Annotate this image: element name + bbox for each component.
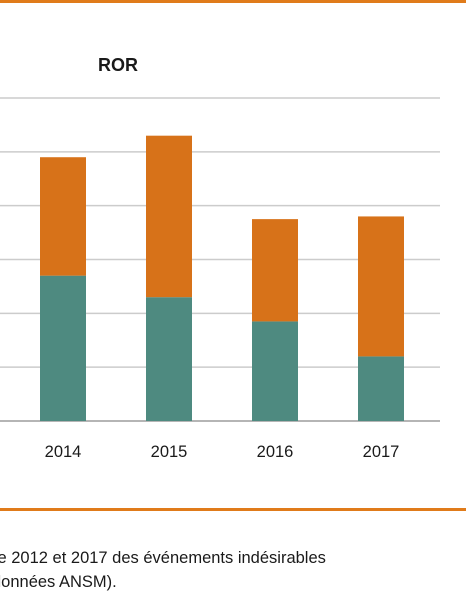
x-axis-ticks: 2014 2015 2016 2017 bbox=[45, 443, 400, 461]
bar-2017-series-2 bbox=[358, 216, 404, 357]
x-tick-label: 2015 bbox=[151, 443, 188, 461]
x-tick-label: 2016 bbox=[257, 443, 294, 461]
bar-2014-series-1 bbox=[40, 275, 86, 421]
bar-2016-series-1 bbox=[252, 321, 298, 421]
bar-2015-series-2 bbox=[146, 135, 192, 298]
bar-2014-series-2 bbox=[40, 157, 86, 276]
bar-2015-series-1 bbox=[146, 297, 192, 421]
top-rule bbox=[0, 0, 466, 3]
caption-line-2: données ANSM). bbox=[0, 573, 117, 591]
bars bbox=[40, 135, 404, 421]
bar-2016-series-2 bbox=[252, 219, 298, 322]
chart-title: ROR bbox=[98, 55, 138, 75]
bar-2017-series-1 bbox=[358, 356, 404, 421]
x-tick-label: 2017 bbox=[363, 443, 400, 461]
x-tick-label: 2014 bbox=[45, 443, 82, 461]
bottom-rule bbox=[0, 508, 466, 511]
caption-line-1: re 2012 et 2017 des événements indésirab… bbox=[0, 549, 326, 567]
bar-chart: 2014 2015 2016 2017 ROR bbox=[0, 55, 440, 461]
